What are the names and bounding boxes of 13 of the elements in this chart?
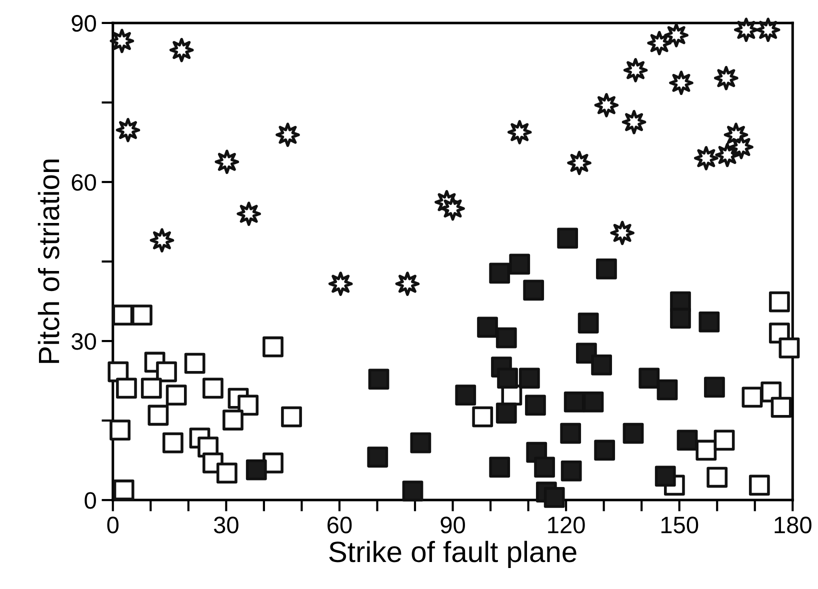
x-axis-title: Strike of fault plane [329,540,576,568]
x-tick-label: 30 [214,516,238,534]
x-tick-label: 60 [328,516,352,534]
x-tick-label: 90 [440,516,465,534]
x-tick-label: 120 [548,516,585,534]
x-tick-label: 150 [661,516,698,534]
y-tick-label: 90 [72,15,96,32]
y-tick-label: 0 [84,492,96,509]
y-tick-label: 60 [72,174,96,191]
x-tick-label: 180 [774,516,812,534]
x-tick-label: 0 [107,516,119,534]
y-tick-label: 30 [72,333,96,350]
y-axis-title: Pitch of striation [38,160,60,363]
